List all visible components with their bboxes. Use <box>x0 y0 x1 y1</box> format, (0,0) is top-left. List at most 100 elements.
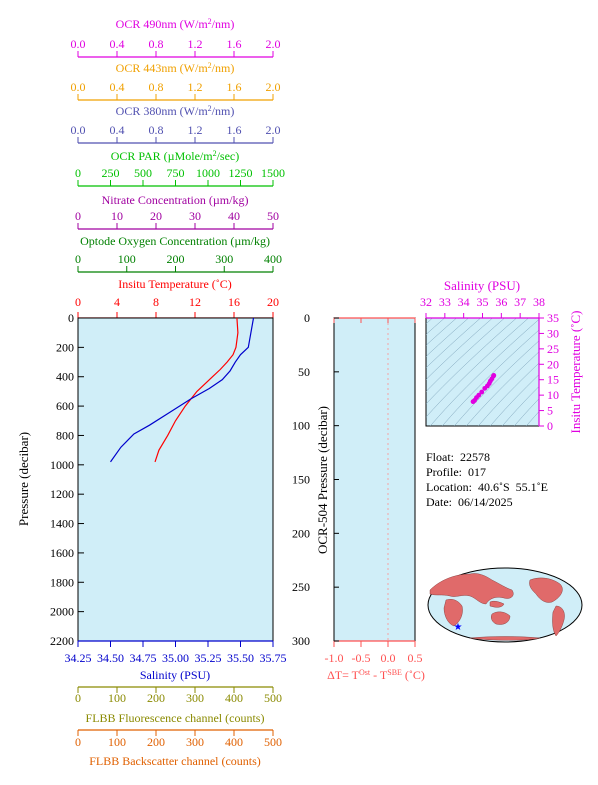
top-axis-ocr490: OCR 490nm (W/m2/nm) 0.0 0.4 0.8 1.2 1.6 2.0 <box>71 17 281 58</box>
pressure-tick-label: 1400 <box>50 517 74 531</box>
pressure-tick-label: 1200 <box>50 487 74 501</box>
salinity-profile-line <box>110 317 255 463</box>
tick-label-ocr490: 0.8 <box>149 37 164 51</box>
pressure-tick-label: 1800 <box>50 575 74 589</box>
profile-date: Date: 06/14/2025 <box>426 495 513 509</box>
bottom-axis-title-salinity: Salinity (PSU) <box>140 668 210 682</box>
density-contour <box>426 318 517 405</box>
tick-label-par: 500 <box>134 166 152 180</box>
ts-temperature-tick-label: 5 <box>547 404 553 418</box>
pressure-tick-label: 800 <box>56 428 74 442</box>
land-indonesia <box>489 600 505 608</box>
tick-label-ocr490: 1.2 <box>188 37 203 51</box>
pressure-tick-label: 200 <box>56 340 74 354</box>
pressure-tick-label: 1000 <box>50 458 74 472</box>
tick-label-salinity: 34.25 <box>65 651 92 665</box>
tick-label-backscatter: 300 <box>186 735 204 749</box>
tick-label-oxygen: 300 <box>215 252 233 266</box>
ts-salinity-tick-label: 32 <box>420 295 432 309</box>
float-id: Float: 22578 <box>426 450 491 464</box>
tick-label-par: 250 <box>102 166 120 180</box>
density-contour <box>441 329 539 426</box>
tick-label-oxygen: 200 <box>167 252 185 266</box>
bottom-axis-title-fluorescence: FLBB Fluorescence channel (counts) <box>86 711 265 725</box>
top-axis-nitrate: Nitrate Concentration (µm/kg) 0 10 20 30 40 50 <box>75 193 279 230</box>
top-axis-title-nitrate: Nitrate Concentration (µm/kg) <box>102 193 249 207</box>
tick-label-ocr443: 0.8 <box>149 80 164 94</box>
ts-temperature-tick-label: 10 <box>547 388 559 402</box>
temperature-profile-line <box>154 317 239 463</box>
land-south-america <box>552 605 565 637</box>
pressure-axis-label: Pressure (decibar) <box>16 432 31 526</box>
land-north-america <box>529 577 563 603</box>
tick-label-par: 1250 <box>229 166 253 180</box>
tick-label-ocr443: 0.0 <box>71 80 86 94</box>
pressure-axis: 0 200 400 600 800 1000 1200 1400 1600 1800 2000 220… <box>50 311 84 648</box>
top-axis-title-ocr490: OCR 490nm (W/m2/nm) <box>116 17 235 31</box>
ocr-pressure-tick-label: 150 <box>292 473 310 487</box>
delta-t-tick-label: -1.0 <box>325 651 344 665</box>
tick-label-ocr443: 0.4 <box>110 80 125 94</box>
ts-point <box>479 389 485 395</box>
tick-label-fluorescence: 500 <box>264 691 282 705</box>
top-axis-ocr380: OCR 380nm (W/m2/nm) 0.0 0.4 0.8 1.2 1.6 2.0 <box>71 104 281 144</box>
land-eurasia <box>429 573 514 605</box>
tick-label-nitrate: 50 <box>267 209 279 223</box>
ocr-pressure-tick-label: 250 <box>292 580 310 594</box>
tick-label-par: 750 <box>167 166 185 180</box>
delta-t-sup-ost: Ost <box>359 668 371 677</box>
float-location-marker: ★ <box>454 622 463 633</box>
delta-t-plot-area <box>333 317 416 642</box>
tick-label-ocr380: 0.0 <box>71 123 86 137</box>
tick-label-nitrate: 20 <box>150 209 162 223</box>
tick-label-oxygen: 100 <box>118 252 136 266</box>
tick-label-temperature: 12 <box>189 295 201 309</box>
pressure-tick-label: 400 <box>56 370 74 384</box>
tick-label-backscatter: 0 <box>75 735 81 749</box>
top-axis-title-ocr443: OCR 443nm (W/m2/nm) <box>116 61 235 75</box>
tick-label-ocr380: 1.2 <box>188 123 203 137</box>
ocr-pressure-tick-label: 300 <box>292 634 310 648</box>
tick-label-temperature: 4 <box>114 295 120 309</box>
delta-t-tick-label: -0.5 <box>352 651 371 665</box>
density-contour <box>426 318 505 392</box>
ts-salinity-tick-label: 34 <box>458 295 470 309</box>
bottom-axis-title-backscatter: FLBB Backscatter channel (counts) <box>89 754 261 768</box>
density-contour <box>426 318 493 380</box>
delta-t-axes: -1.0 -0.5 0.0 0.5 0 50 100 150 200 250 300 <box>292 311 423 665</box>
top-axis-title-ocr380: OCR 380nm (W/m2/nm) <box>116 104 235 118</box>
ts-point <box>491 372 497 378</box>
pressure-tick-label: 600 <box>56 399 74 413</box>
tick-label-nitrate: 10 <box>111 209 123 223</box>
tick-label-salinity: 34.75 <box>130 651 157 665</box>
top-axis-ocr443: OCR 443nm (W/m2/nm) 0.0 0.4 0.8 1.2 1.6 2.0 <box>71 61 281 101</box>
tick-label-salinity: 35.25 <box>195 651 222 665</box>
land-africa <box>443 599 463 627</box>
tick-label-ocr443: 1.2 <box>188 80 203 94</box>
ocr-pressure-tick-label: 200 <box>292 526 310 540</box>
land-antarctica <box>469 636 541 641</box>
top-axis-title-par: OCR PAR (µMole/m2/sec) <box>111 149 239 163</box>
ts-salinity-tick-label: 38 <box>533 295 545 309</box>
tick-label-ocr380: 1.6 <box>227 123 242 137</box>
top-axis-oxygen: Optode Oxygen Concentration (µm/kg) 0 100 2… <box>75 234 282 273</box>
tick-label-salinity: 35.75 <box>260 651 287 665</box>
tick-label-ocr443: 1.6 <box>227 80 242 94</box>
ts-salinity-title: Salinity (PSU) <box>444 278 520 293</box>
ts-data-points <box>470 372 497 405</box>
map-landmasses <box>429 573 565 641</box>
ts-temperature-label: Insitu Temperature (˚C) <box>568 310 583 433</box>
tick-label-fluorescence: 100 <box>108 691 126 705</box>
tick-label-ocr443: 2.0 <box>266 80 281 94</box>
density-contour <box>426 318 481 369</box>
tick-label-ocr380: 0.8 <box>149 123 164 137</box>
density-contour <box>465 351 539 426</box>
profile-number: Profile: 017 <box>426 465 486 479</box>
density-contour <box>513 398 539 426</box>
ts-salinity-tick-label: 33 <box>439 295 451 309</box>
tick-label-nitrate: 30 <box>189 209 201 223</box>
tick-label-ocr490: 2.0 <box>266 37 281 51</box>
density-contour <box>426 318 457 346</box>
tick-label-oxygen: 0 <box>75 252 81 266</box>
